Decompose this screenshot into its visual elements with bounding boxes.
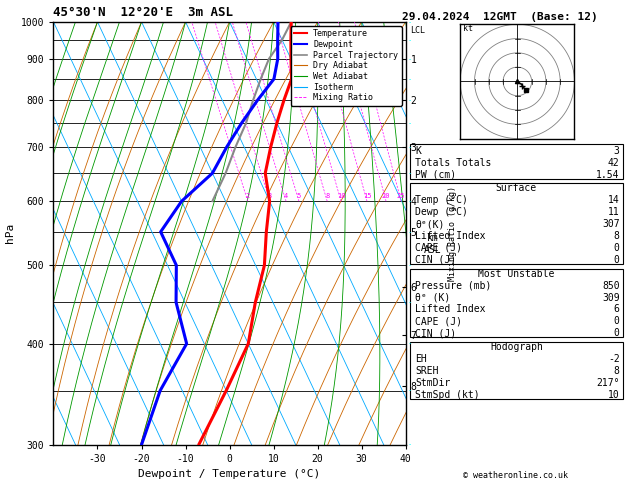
Text: 25: 25: [397, 193, 406, 199]
Text: 5: 5: [297, 193, 301, 199]
Text: © weatheronline.co.uk: © weatheronline.co.uk: [464, 471, 568, 480]
Text: 14: 14: [608, 195, 620, 206]
X-axis label: Dewpoint / Temperature (°C): Dewpoint / Temperature (°C): [138, 469, 321, 479]
Text: -: -: [408, 387, 412, 394]
Text: -: -: [408, 341, 412, 347]
Text: θᵉ(K): θᵉ(K): [415, 219, 445, 229]
Text: CAPE (J): CAPE (J): [415, 243, 462, 253]
Text: 0: 0: [614, 316, 620, 327]
Text: -: -: [408, 442, 412, 448]
Text: 8: 8: [325, 193, 330, 199]
Text: CIN (J): CIN (J): [415, 255, 456, 265]
Text: θᵉ (K): θᵉ (K): [415, 293, 450, 303]
Text: -: -: [408, 76, 412, 82]
Text: 307: 307: [602, 219, 620, 229]
Text: -: -: [408, 19, 412, 25]
Text: Pressure (mb): Pressure (mb): [415, 280, 491, 291]
Text: CAPE (J): CAPE (J): [415, 316, 462, 327]
Text: 0: 0: [614, 243, 620, 253]
Text: Temp (°C): Temp (°C): [415, 195, 468, 206]
Text: PW (cm): PW (cm): [415, 170, 456, 180]
Text: 850: 850: [602, 280, 620, 291]
Text: 10: 10: [608, 390, 620, 400]
Text: 217°: 217°: [596, 378, 620, 388]
Text: -: -: [408, 170, 412, 176]
Text: 11: 11: [608, 207, 620, 217]
Text: 4: 4: [284, 193, 288, 199]
Text: Lifted Index: Lifted Index: [415, 304, 486, 314]
Text: StmDir: StmDir: [415, 378, 450, 388]
Text: -: -: [408, 229, 412, 235]
Text: LCL: LCL: [410, 26, 425, 35]
Text: 2: 2: [246, 193, 250, 199]
Text: 309: 309: [602, 293, 620, 303]
Text: 0: 0: [614, 329, 620, 338]
Text: 1.54: 1.54: [596, 170, 620, 180]
Text: StmSpd (kt): StmSpd (kt): [415, 390, 480, 400]
Text: Totals Totals: Totals Totals: [415, 158, 491, 168]
Text: -2: -2: [608, 354, 620, 364]
Text: Surface: Surface: [496, 183, 537, 193]
Text: -: -: [408, 198, 412, 204]
Text: -: -: [408, 56, 412, 62]
Text: 42: 42: [608, 158, 620, 168]
Text: Lifted Index: Lifted Index: [415, 231, 486, 241]
Text: -: -: [408, 97, 412, 103]
Text: -: -: [408, 144, 412, 150]
Text: kt: kt: [463, 24, 473, 34]
Text: 20: 20: [382, 193, 391, 199]
Text: 10: 10: [337, 193, 345, 199]
Text: 8: 8: [614, 231, 620, 241]
Text: -: -: [408, 262, 412, 268]
Text: 3: 3: [268, 193, 272, 199]
Text: CIN (J): CIN (J): [415, 329, 456, 338]
Text: Most Unstable: Most Unstable: [478, 269, 555, 279]
Legend: Temperature, Dewpoint, Parcel Trajectory, Dry Adiabat, Wet Adiabat, Isotherm, Mi: Temperature, Dewpoint, Parcel Trajectory…: [291, 26, 401, 105]
Y-axis label: km
ASL: km ASL: [425, 233, 442, 255]
Text: 29.04.2024  12GMT  (Base: 12): 29.04.2024 12GMT (Base: 12): [402, 12, 598, 22]
Text: -: -: [408, 299, 412, 305]
Text: Mixing Ratio (g/kg): Mixing Ratio (g/kg): [448, 186, 457, 281]
Text: 45°30'N  12°20'E  3m ASL: 45°30'N 12°20'E 3m ASL: [53, 6, 233, 19]
Text: Hodograph: Hodograph: [490, 342, 543, 352]
Text: 15: 15: [363, 193, 371, 199]
Text: 6: 6: [614, 304, 620, 314]
Text: -: -: [408, 37, 412, 43]
Y-axis label: hPa: hPa: [6, 223, 15, 243]
Text: K: K: [415, 146, 421, 156]
Text: 0: 0: [614, 255, 620, 265]
Text: 8: 8: [614, 366, 620, 376]
Text: Dewp (°C): Dewp (°C): [415, 207, 468, 217]
Text: EH: EH: [415, 354, 427, 364]
Text: -: -: [408, 120, 412, 126]
Text: SREH: SREH: [415, 366, 438, 376]
Text: 3: 3: [614, 146, 620, 156]
